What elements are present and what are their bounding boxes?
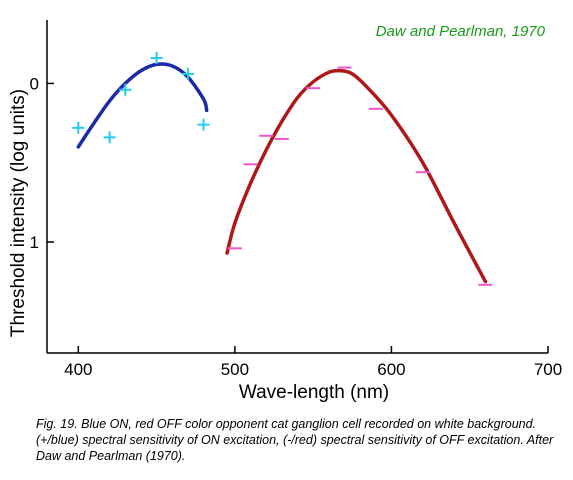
y-axis-title: Threshold intensity (log units) [8, 89, 29, 337]
y-tick-label: 0 [30, 74, 39, 93]
series-1-curve [76, 62, 209, 149]
x-tick-label: 700 [534, 360, 562, 379]
x-tick-label: 500 [221, 360, 249, 379]
chart-annotation: Daw and Pearlman, 1970 [376, 23, 546, 40]
x-tick-label: 600 [377, 360, 405, 379]
chart: 400 500 600 700 0 1 Daw and Pearlman, 1970 Wa… [8, 20, 562, 403]
series-1-point [72, 121, 85, 134]
series-1-point [119, 83, 132, 96]
series-1-point [197, 118, 210, 131]
series-1-point [150, 52, 163, 65]
x-axis-title: Wave-length (nm) [239, 382, 389, 403]
x-tick-label: 400 [64, 360, 92, 379]
series-2-curve [225, 68, 488, 284]
series-1-point [181, 67, 194, 80]
series-1-point [103, 131, 116, 144]
y-tick-label: 1 [30, 233, 39, 252]
figure-caption: Fig. 19. Blue ON, red OFF color opponent… [36, 417, 554, 463]
